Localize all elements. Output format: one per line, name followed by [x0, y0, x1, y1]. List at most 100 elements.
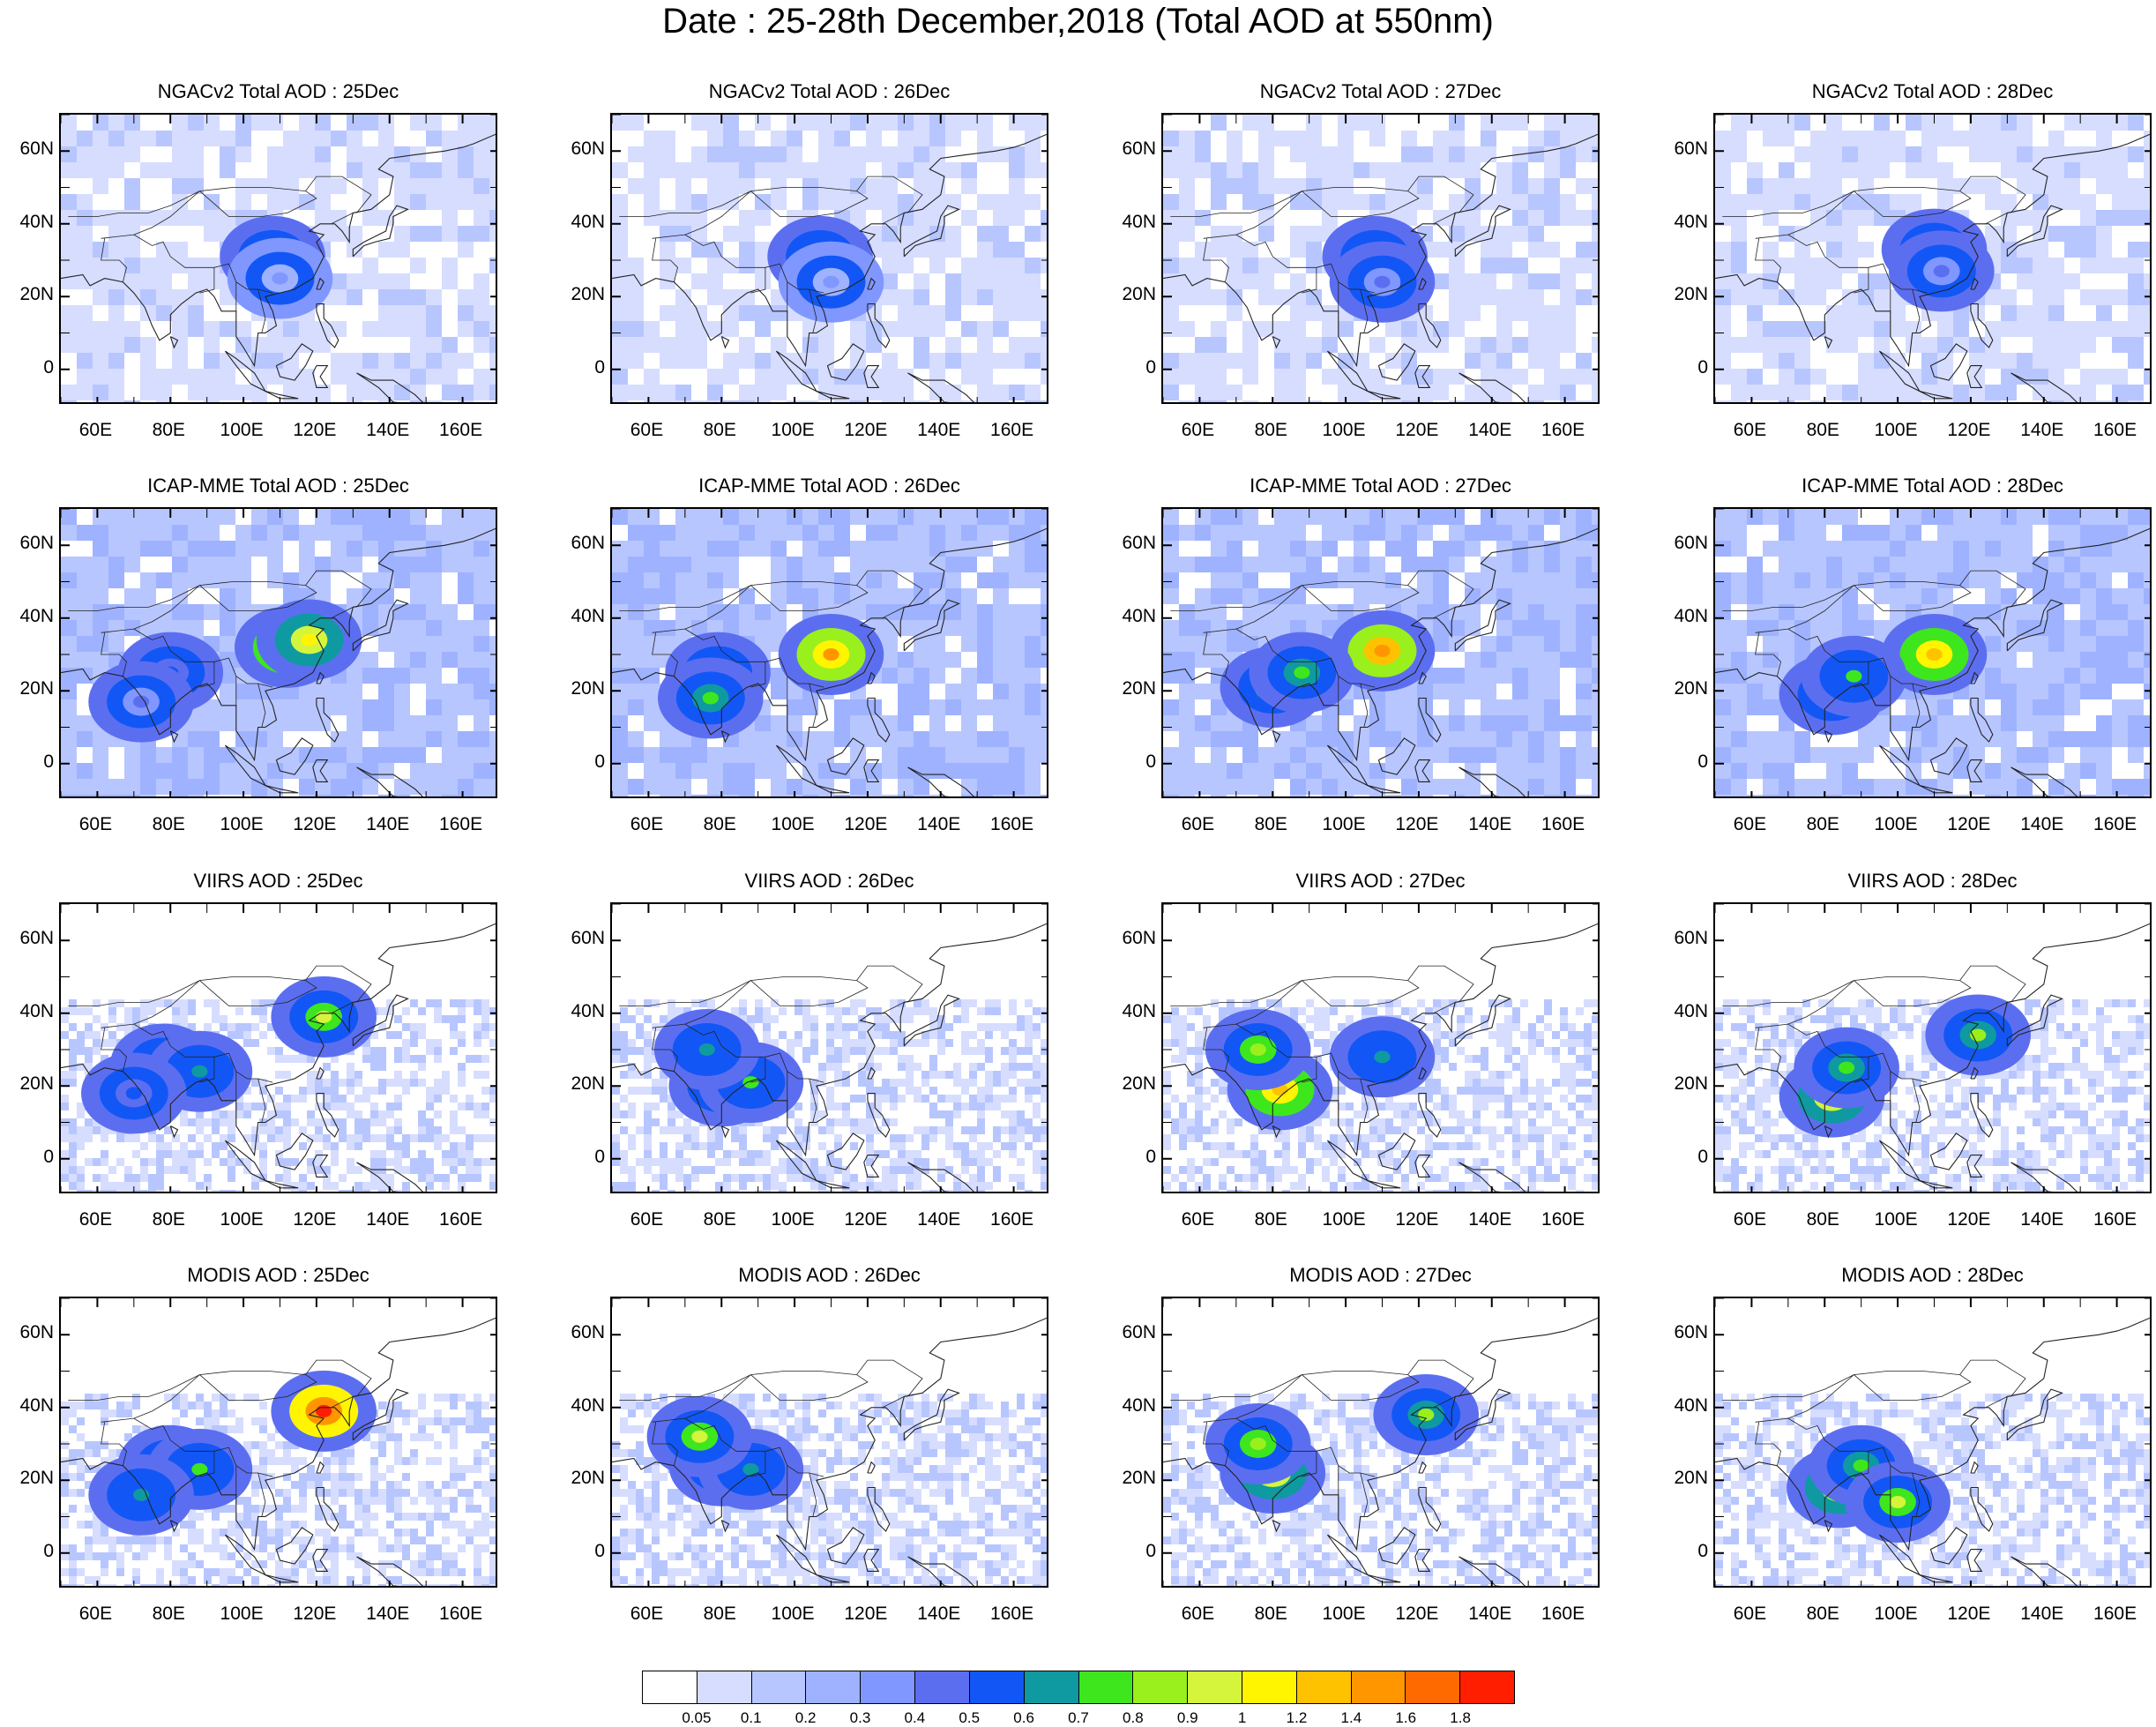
lon-tick-label: 80E — [703, 1209, 736, 1230]
lon-tick-label: 80E — [152, 420, 185, 440]
aod-cell — [866, 1110, 874, 1118]
aod-cell — [172, 1007, 180, 1015]
coastline — [720, 1125, 730, 1139]
aod-cell — [628, 1039, 636, 1047]
aod-cell — [489, 1182, 496, 1190]
aod-cell — [1041, 1087, 1047, 1095]
aod-cell — [1528, 620, 1544, 636]
aod-cell — [315, 1079, 323, 1087]
country-border — [1433, 607, 1456, 619]
aod-cell — [834, 1007, 842, 1015]
aod-hotspot — [272, 272, 288, 285]
aod-cell — [458, 1142, 466, 1150]
aod-cell — [1025, 258, 1041, 273]
aod-cell — [1457, 1110, 1465, 1118]
map-panel-ngac-26Dec — [610, 113, 1048, 404]
aod-cell — [826, 1166, 834, 1174]
aod-cell — [418, 1158, 426, 1166]
aod-cell — [378, 509, 394, 525]
aod-cell — [362, 604, 378, 620]
aod-cell — [1504, 1039, 1512, 1047]
aod-cell — [1282, 1007, 1290, 1015]
aod-cell — [1504, 1103, 1512, 1110]
aod-cell — [1985, 747, 2001, 763]
aod-cell — [1826, 557, 1842, 572]
aod-cell — [858, 1126, 866, 1134]
aod-cell — [2144, 210, 2150, 226]
aod-cell — [1401, 572, 1417, 588]
aod-cell — [489, 258, 496, 273]
aod-cell — [442, 321, 458, 337]
country-border — [1854, 662, 1869, 688]
aod-cell — [961, 795, 977, 796]
aod-cell — [1465, 525, 1481, 541]
aod-cell — [410, 699, 426, 715]
aod-cell — [426, 1095, 434, 1103]
aod-cell — [228, 1110, 235, 1118]
coastline — [61, 133, 496, 368]
country-border — [652, 632, 678, 677]
aod-cell — [1041, 1015, 1047, 1023]
aod-cell — [850, 1126, 858, 1134]
aod-cell — [1282, 1150, 1290, 1158]
aod-cell — [442, 1079, 450, 1087]
aod-cell — [810, 1158, 818, 1166]
aod-cell — [156, 795, 172, 796]
aod-cell — [1417, 210, 1433, 226]
aod-cell — [1314, 1134, 1322, 1142]
aod-cell — [842, 1110, 850, 1118]
aod-cell — [1560, 652, 1576, 668]
aod-cell — [1488, 1134, 1496, 1142]
aod-map — [1163, 509, 1598, 796]
aod-cell — [108, 1015, 116, 1023]
aod-cell — [378, 1150, 386, 1158]
country-border — [809, 288, 817, 333]
aod-cell — [2033, 747, 2048, 763]
aod-cell — [1258, 588, 1274, 604]
coastline — [1418, 277, 1427, 290]
aod-cell — [299, 747, 315, 763]
aod-cell — [644, 1071, 652, 1079]
aod-cell — [1715, 699, 1731, 715]
aod-cell — [715, 1158, 723, 1166]
coastline — [316, 1066, 325, 1080]
aod-cell — [1409, 1110, 1417, 1118]
aod-cell — [69, 999, 77, 1007]
aod-cell — [1033, 1110, 1041, 1118]
aod-cell — [2128, 273, 2144, 289]
aod-cell — [148, 1134, 156, 1142]
aod-hotspot — [1374, 644, 1391, 657]
aod-cell — [1195, 541, 1211, 557]
aod-cell — [434, 1110, 442, 1118]
aod-cell — [1163, 1103, 1171, 1110]
aod-cell — [1810, 321, 1826, 337]
aod-cell — [378, 699, 394, 715]
aod-cell — [977, 620, 993, 636]
aod-cell — [2080, 131, 2096, 146]
aod-cell — [299, 509, 315, 525]
country-border — [68, 585, 200, 611]
aod-cell — [1488, 1126, 1496, 1134]
aod-cell — [1227, 999, 1235, 1007]
aod-cell — [612, 131, 628, 146]
aod-cell — [1211, 115, 1227, 131]
aod-cell — [378, 289, 394, 305]
aod-cell — [2112, 400, 2128, 402]
aod-cell — [866, 1118, 874, 1126]
aod-cell — [354, 1190, 362, 1192]
aod-cell — [410, 1023, 418, 1031]
coastline — [1418, 303, 1442, 348]
aod-cell — [124, 385, 140, 400]
aod-cell — [2112, 226, 2128, 242]
aod-cell — [993, 1150, 1001, 1158]
aod-cell — [1242, 162, 1258, 178]
aod-cell — [1520, 1031, 1528, 1039]
aod-cell — [929, 400, 945, 402]
aod-cell — [739, 115, 755, 131]
aod-cell — [675, 1166, 683, 1174]
aod-cell — [1953, 779, 1969, 795]
aod-cell — [1361, 1190, 1369, 1192]
aod-cell — [1937, 337, 1953, 353]
aod-cell — [2080, 699, 2096, 715]
aod-cell — [418, 1166, 426, 1174]
